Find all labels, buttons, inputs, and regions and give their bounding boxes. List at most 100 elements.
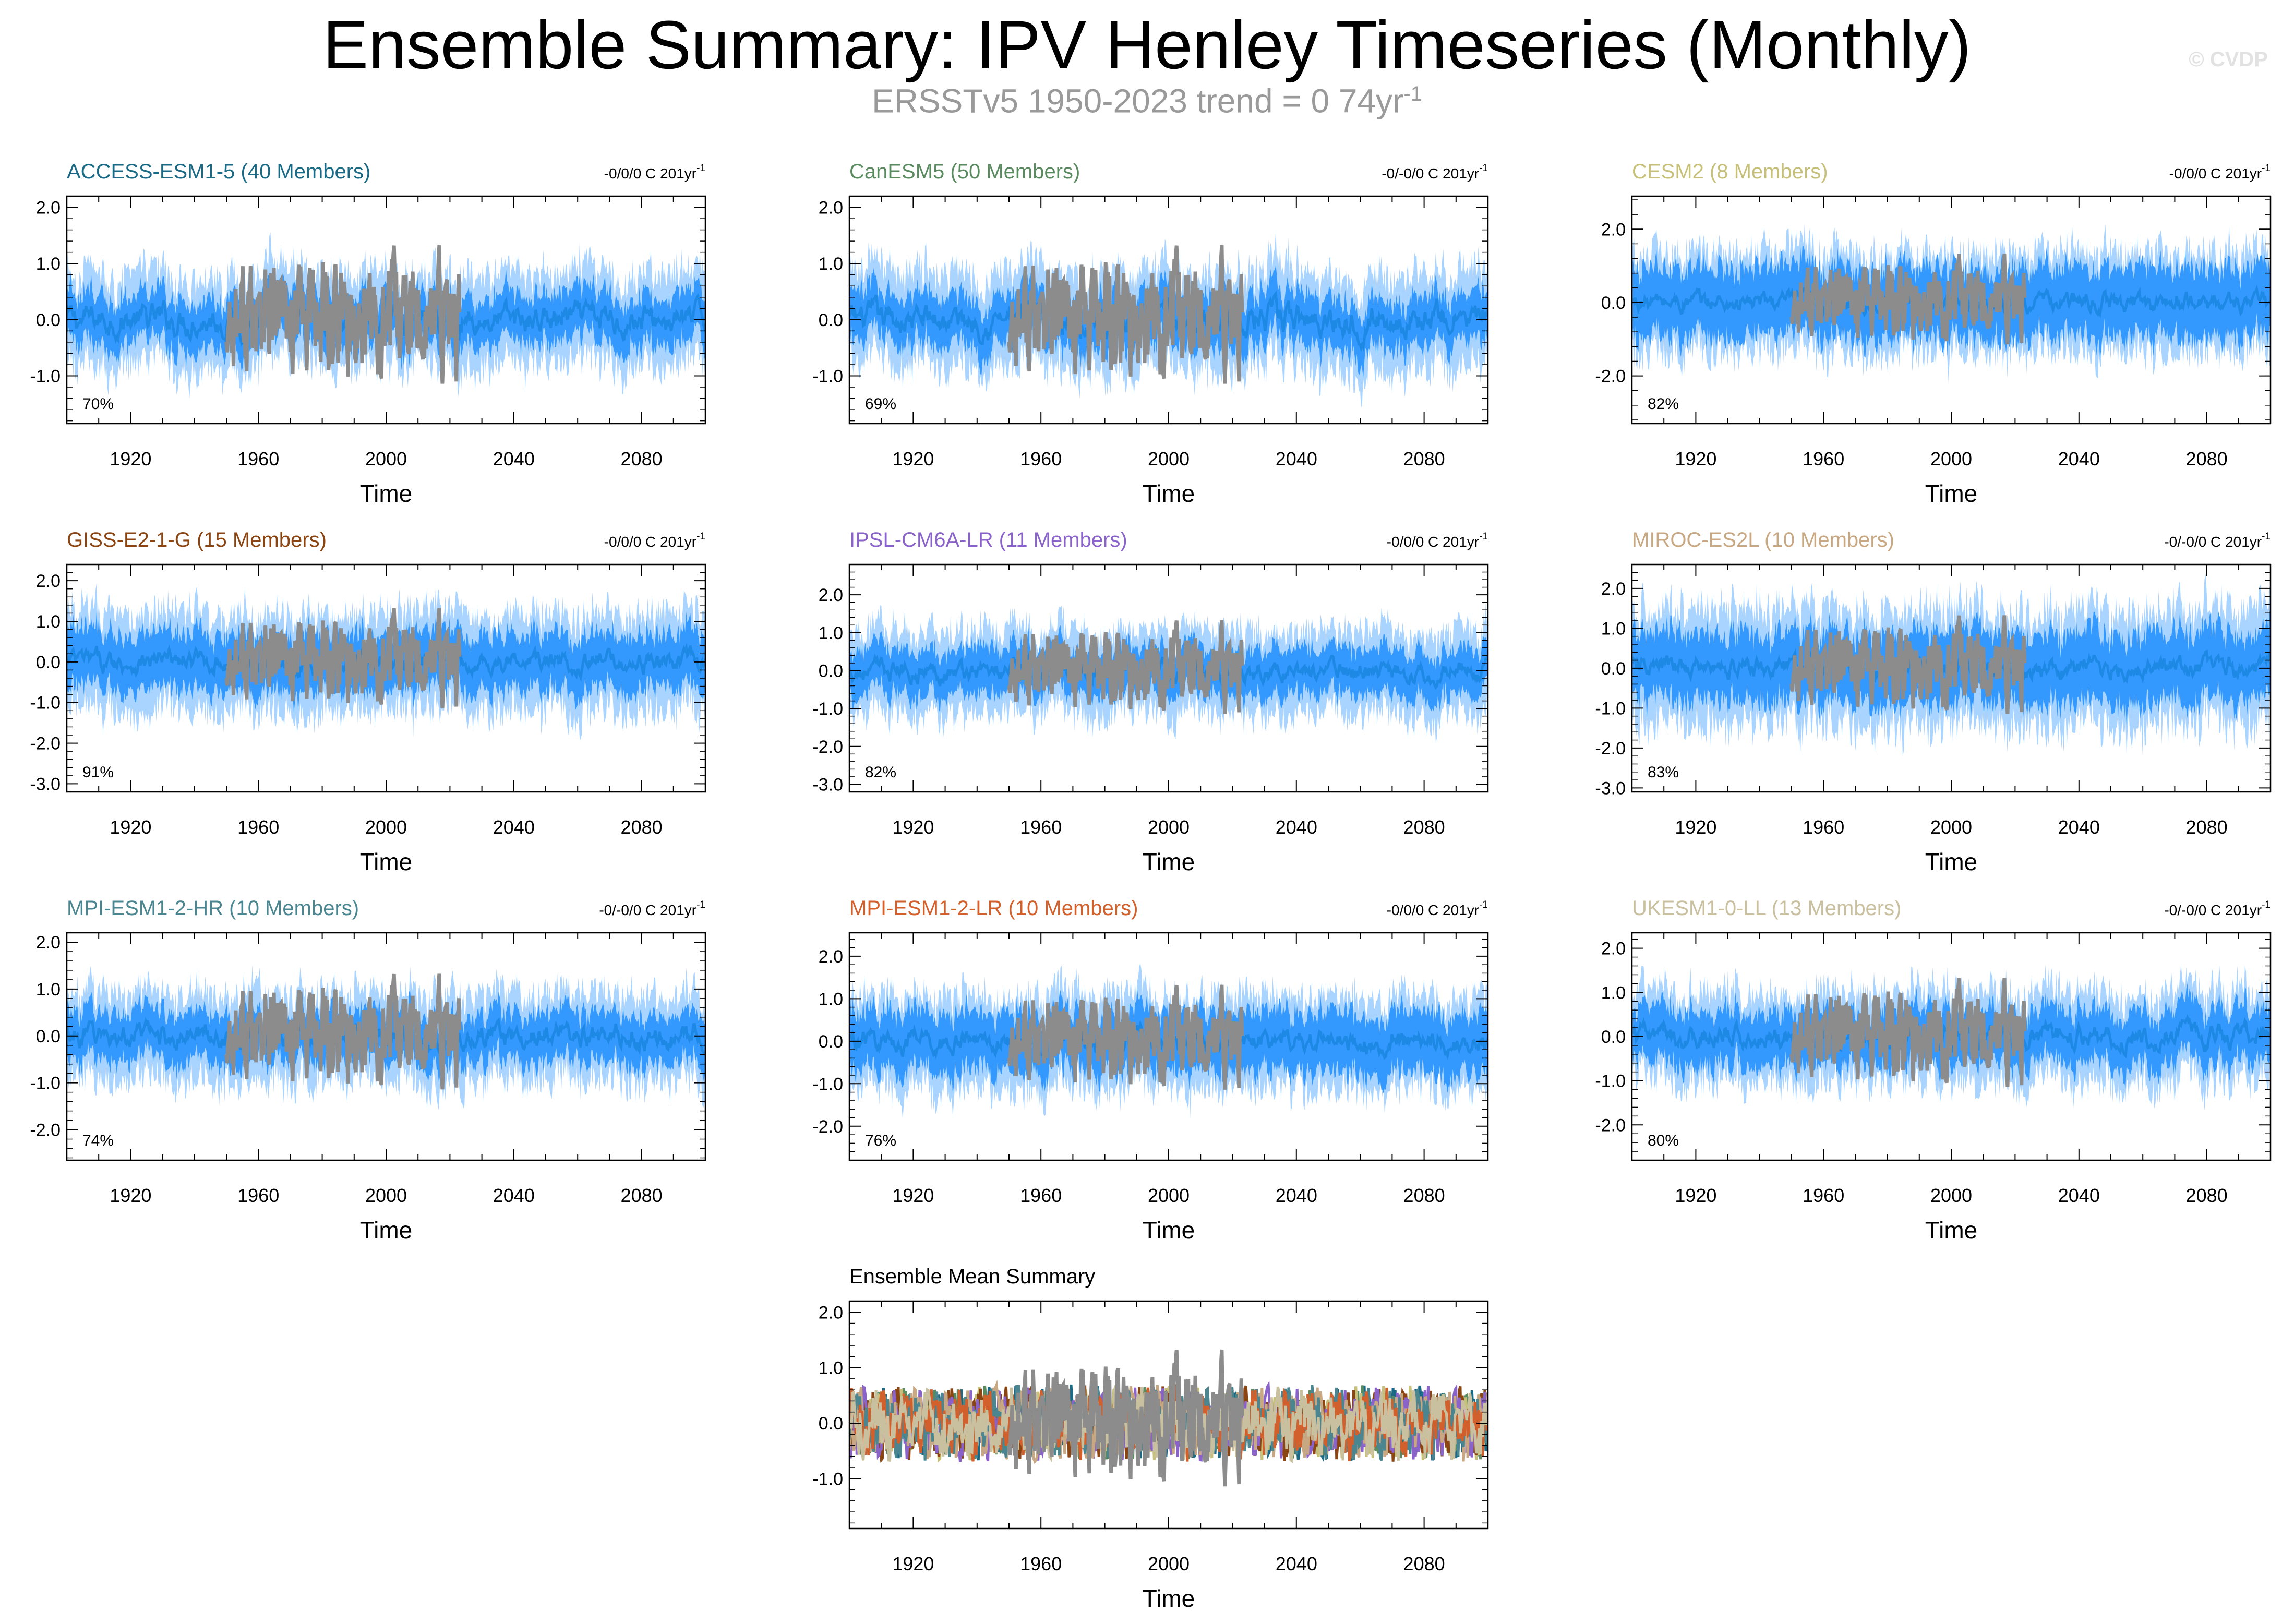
subtitle-text: ERSSTv5 1950-2023 trend = 0 74yr (872, 82, 1404, 120)
observed-series (1007, 620, 1244, 714)
y-tick-label: 0.0 (819, 1032, 843, 1052)
panel-7: 1920 1960 2000 2040 2080 Time 2.0 1.0 0.0 -1.0 -2.… (812, 897, 1489, 1244)
x-tick-label: 1920 (110, 816, 151, 838)
y-tick-label: 0.0 (819, 1414, 843, 1434)
trend-label: -0/0/0 C 201yr-1 (1387, 899, 1488, 918)
x-tick-label: 2000 (1148, 1553, 1190, 1574)
y-tick-label: 2.0 (36, 571, 61, 591)
ensemble-range-inner (849, 264, 1488, 378)
y-tick-label: 2.0 (819, 585, 843, 605)
y-tick-label: 2.0 (36, 933, 61, 953)
x-axis-label: Time (1143, 1585, 1195, 1612)
panel-title: MIROC-ES2L (10 Members) (1632, 528, 1894, 551)
x-tick-label: 2000 (365, 448, 407, 470)
plot-area (849, 963, 1488, 1120)
percent-label: 69% (865, 395, 896, 413)
x-axis-label: Time (1925, 480, 1978, 507)
y-tick-label: -3.0 (1595, 778, 1626, 798)
panel-0: 1920 1960 2000 2040 2080 Time 2.0 1.0 0.0 -1.0 ACC… (30, 160, 706, 507)
x-tick-label: 2040 (2058, 1185, 2100, 1206)
x-tick-label: 1920 (892, 448, 934, 470)
percent-label: 74% (82, 1132, 114, 1149)
panel-title: MPI-ESM1-2-HR (10 Members) (67, 897, 359, 920)
y-tick-label: 1.0 (36, 254, 61, 274)
observed-series (224, 973, 462, 1090)
y-tick-label: 0.0 (819, 310, 843, 330)
y-tick-label: 2.0 (1601, 220, 1626, 239)
x-tick-label: 2080 (1403, 816, 1445, 838)
y-tick-label: 2.0 (1601, 939, 1626, 959)
y-tick-label: -2.0 (812, 737, 843, 757)
trend-label: -0/-0/0 C 201yr-1 (1382, 163, 1488, 182)
x-tick-label: 2040 (1276, 816, 1317, 838)
x-tick-label: 2000 (1148, 816, 1190, 838)
x-tick-label: 2040 (1276, 1185, 1317, 1206)
x-axis-label: Time (1925, 1217, 1978, 1244)
panel-title: Ensemble Mean Summary (849, 1265, 1095, 1288)
watermark: © CVDP (2189, 48, 2268, 71)
x-tick-label: 2080 (1403, 1553, 1445, 1574)
x-tick-label: 1920 (1675, 816, 1716, 838)
x-axis-label: Time (1143, 480, 1195, 507)
y-tick-label: -3.0 (812, 775, 843, 795)
y-tick-label: 1.0 (819, 623, 843, 643)
y-tick-label: -1.0 (812, 1469, 843, 1489)
y-tick-label: -2.0 (1595, 739, 1626, 759)
y-tick-label: -1.0 (1595, 699, 1626, 718)
x-tick-label: 1960 (237, 448, 279, 470)
x-tick-label: 2080 (1403, 1185, 1445, 1206)
percent-label: 80% (1648, 1132, 1679, 1149)
plot-area (1632, 223, 2271, 383)
x-tick-label: 2040 (1276, 1553, 1317, 1574)
panel-title: GISS-E2-1-G (15 Members) (67, 528, 327, 551)
y-tick-label: -1.0 (812, 699, 843, 719)
percent-label: 70% (82, 395, 114, 413)
y-tick-label: 0.0 (36, 653, 61, 672)
x-axis-label: Time (360, 848, 413, 875)
x-tick-label: 1960 (237, 816, 279, 838)
y-tick-label: 2.0 (819, 947, 843, 967)
x-tick-label: 2000 (1148, 448, 1190, 470)
x-tick-label: 1920 (1675, 448, 1716, 470)
x-tick-label: 2040 (2058, 448, 2100, 470)
y-tick-label: -1.0 (30, 1074, 61, 1093)
x-tick-label: 1960 (1020, 816, 1062, 838)
panel-8: 1920 1960 2000 2040 2080 Time 2.0 1.0 0.0 -1.0 -2.… (1595, 897, 2272, 1244)
x-axis-label: Time (1143, 1217, 1195, 1244)
panel-6: 1920 1960 2000 2040 2080 Time 2.0 1.0 0.0 -1.0 -2.… (30, 897, 706, 1244)
x-axis-label: Time (1925, 848, 1978, 875)
plot-area (67, 965, 705, 1111)
plot-area (1632, 574, 2271, 756)
trend-label: -0/0/0 C 201yr-1 (2169, 163, 2271, 182)
x-axis-label: Time (360, 1217, 413, 1244)
x-tick-label: 2040 (1276, 448, 1317, 470)
subtitle-exponent: -1 (1403, 82, 1422, 105)
panel-title: ACCESS-ESM1-5 (40 Members) (67, 160, 370, 183)
main-title: Ensemble Summary: IPV Henley Timeseries … (322, 6, 1972, 83)
y-tick-label: 1.0 (36, 980, 61, 1000)
x-tick-label: 2000 (365, 1185, 407, 1206)
x-tick-label: 1920 (110, 1185, 151, 1206)
trend-label: -0/0/0 C 201yr-1 (1387, 531, 1488, 550)
plot-area (67, 583, 705, 740)
y-tick-label: -2.0 (1595, 367, 1626, 387)
x-tick-label: 2040 (493, 448, 535, 470)
x-axis-label: Time (1143, 848, 1195, 875)
y-tick-label: 0.0 (819, 661, 843, 681)
y-tick-label: 0.0 (1601, 659, 1626, 679)
x-tick-label: 1960 (1803, 1185, 1844, 1206)
y-tick-label: 2.0 (1601, 579, 1626, 599)
x-tick-label: 2080 (2186, 448, 2228, 470)
x-tick-label: 2000 (1148, 1185, 1190, 1206)
panel-title: CESM2 (8 Members) (1632, 160, 1828, 183)
observed-series (224, 245, 462, 384)
percent-label: 76% (865, 1132, 896, 1149)
plot-area (1632, 964, 2271, 1111)
trend-label: -0/0/0 C 201yr-1 (604, 531, 705, 550)
x-tick-label: 1960 (1020, 448, 1062, 470)
percent-label: 82% (865, 764, 896, 781)
observed-series (1007, 245, 1244, 384)
x-tick-label: 2040 (2058, 816, 2100, 838)
x-tick-label: 1920 (892, 816, 934, 838)
